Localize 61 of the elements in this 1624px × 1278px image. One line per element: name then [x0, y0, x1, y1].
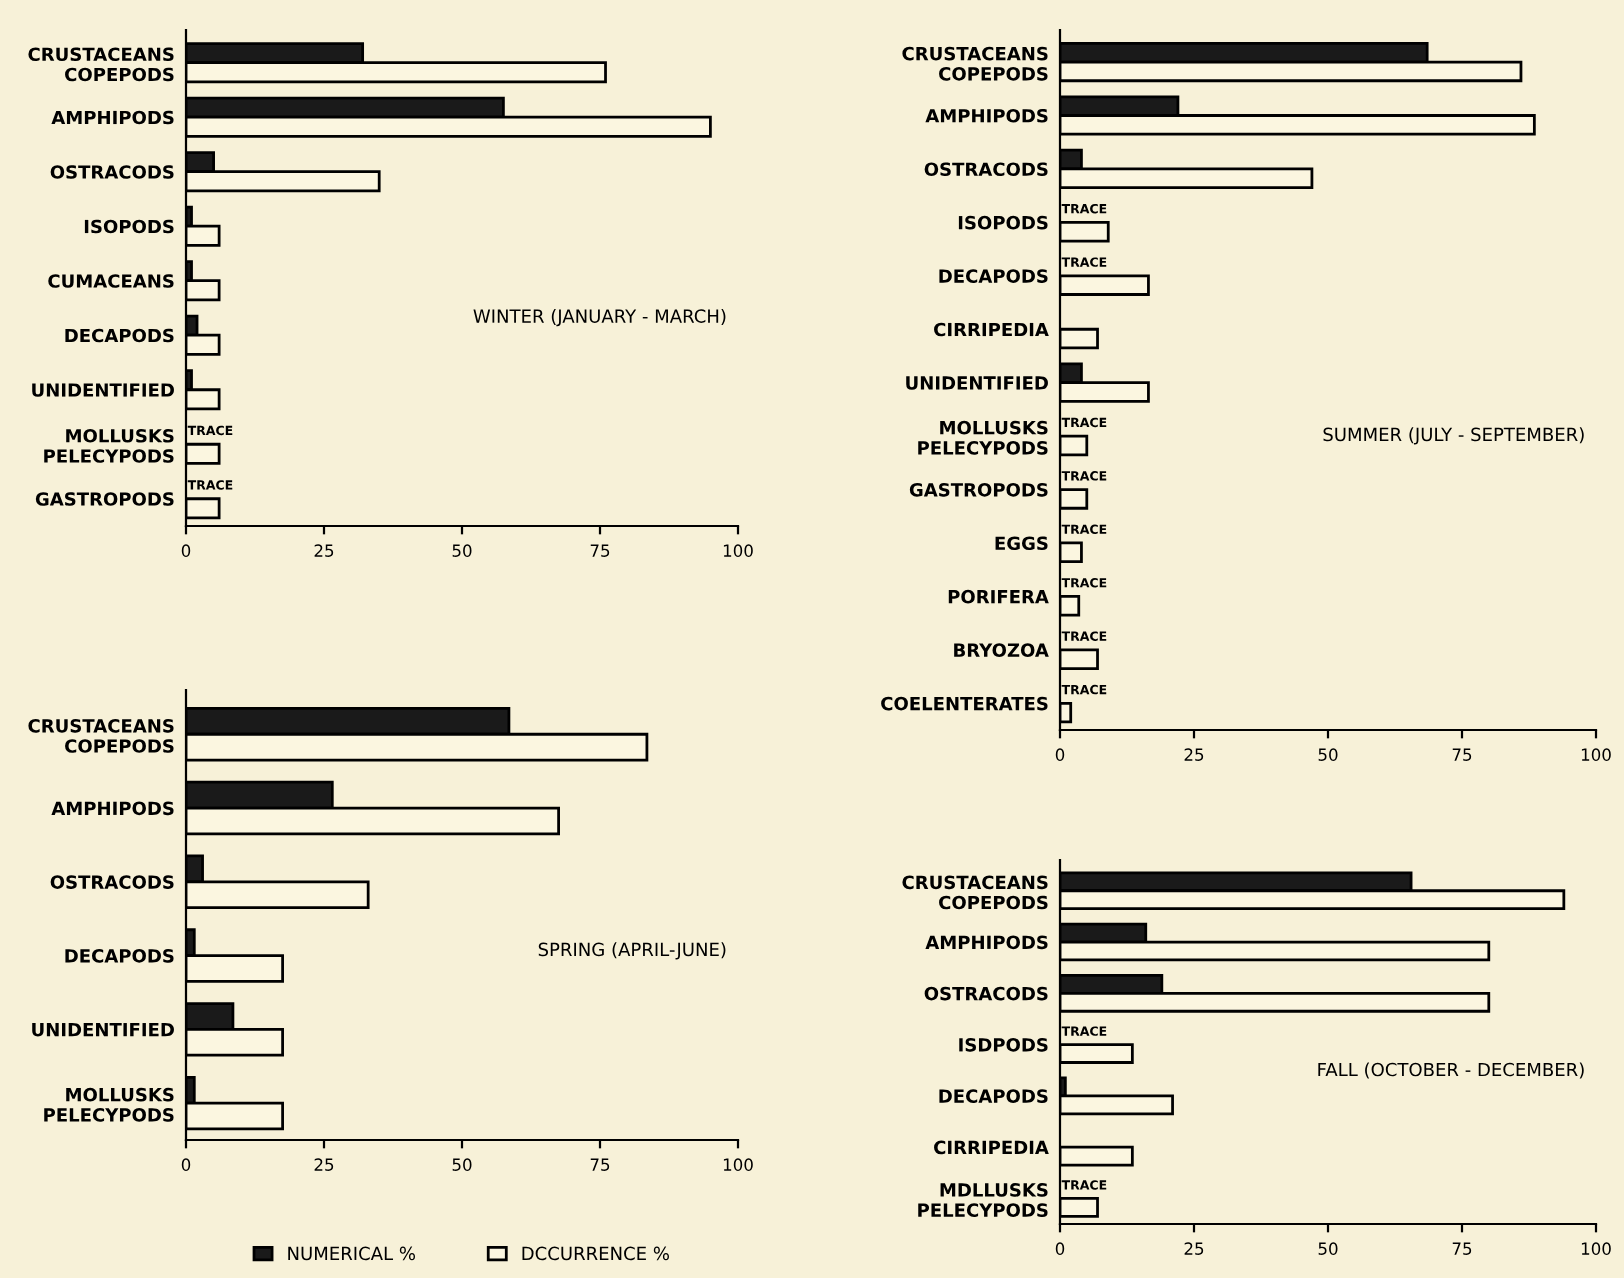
y-tick-label: CIRRIPEDIA	[934, 322, 1049, 337]
annotation: SPRING (APRIL-JUNE)	[538, 942, 726, 960]
x-tick-label: 50	[452, 1158, 472, 1171]
y-tick-label: ISDPODS	[959, 1038, 1048, 1052]
y-tick-label: GASTROPODS	[35, 492, 174, 506]
x-tick-label: 50	[1318, 748, 1338, 761]
y-tick-label: CUMACEANS	[48, 274, 174, 288]
y-tick-label: UNIDENTIFIED	[32, 1023, 174, 1037]
x-tick-label: 0	[181, 1158, 191, 1171]
y-tick-label: AMPHIPODS	[51, 110, 174, 125]
y-tick-label: AMPHIPODS	[51, 801, 174, 816]
legend-label: DCCURRENCE %	[522, 1246, 669, 1261]
x-tick-label: 0	[1055, 748, 1065, 761]
y-tick-label: GASTROPODS	[909, 483, 1048, 497]
x-tick-label: 0	[181, 544, 191, 557]
annotation: SUMMER (JULY - SEPTEMBER)	[1323, 427, 1584, 445]
y-tick-label: AMPHIPODS	[925, 108, 1048, 123]
x-tick-label: 100	[723, 1158, 753, 1171]
y-tick-label: CRUSTACEANS COPEPODS	[902, 46, 1048, 81]
x-tick-label: 25	[314, 544, 334, 557]
y-tick-label: CRUSTACEANS COPEPODS	[28, 718, 174, 753]
y-tick-label: OSTRACODS	[50, 165, 174, 179]
y-tick-label: UNIDENTIFIED	[906, 376, 1048, 390]
annotation: WINTER (JANUARY - MARCH)	[473, 308, 726, 327]
x-tick-label: 25	[314, 1158, 334, 1171]
legend-label: NUMERICAL %	[288, 1246, 416, 1261]
x-tick-label: 75	[1452, 748, 1472, 761]
y-tick-label: MOLLUSKS PELECYPODS	[44, 1087, 174, 1122]
y-tick-label: CRUSTACEANS COPEPODS	[902, 875, 1048, 910]
y-tick-label: AMPHIPODS	[925, 935, 1048, 950]
x-tick-label: 50	[452, 544, 472, 557]
x-tick-label: 75	[590, 1158, 610, 1171]
annotation: FALL (OCTOBER - DECEMBER)	[1318, 1062, 1584, 1079]
y-tick-label: CRUSTACEANS COPEPODS	[28, 47, 174, 82]
y-tick-label: ISOPODS	[958, 215, 1048, 230]
y-tick-label: CIRRIPEDIA	[934, 1140, 1049, 1155]
y-tick-label: OSTRACODS	[50, 875, 174, 889]
y-tick-label: DECAPODS	[939, 1089, 1048, 1103]
x-tick-label: 75	[1452, 1242, 1472, 1255]
y-tick-label: DECAPODS	[65, 328, 174, 343]
y-tick-label: ISOPODS	[84, 219, 174, 234]
x-tick-label: 25	[1184, 1242, 1204, 1255]
x-tick-label: 50	[1318, 1242, 1338, 1255]
y-tick-label: DECAPODS	[65, 949, 174, 963]
y-tick-label: MDLLUSKS PELECYPODS	[918, 1183, 1048, 1217]
y-tick-label: PORIFERA	[948, 589, 1049, 604]
y-tick-label: EGGS	[995, 536, 1048, 551]
y-tick-label: OSTRACODS	[924, 162, 1048, 177]
y-tick-label: UNIDENTIFIED	[32, 383, 174, 397]
y-tick-label: BRYOZOA	[954, 643, 1049, 657]
y-tick-label: COELENTERATES	[881, 696, 1048, 711]
y-tick-label: MOLLUSKS PELECYPODS	[44, 428, 174, 463]
x-tick-label: 25	[1184, 748, 1204, 761]
x-tick-label: 100	[1581, 1242, 1611, 1255]
x-tick-label: 0	[1055, 1242, 1065, 1255]
y-tick-label: DECAPODS	[939, 269, 1048, 283]
x-tick-label: 100	[1581, 748, 1611, 761]
x-tick-label: 75	[590, 544, 610, 557]
x-tick-label: 100	[723, 544, 753, 557]
y-tick-label: MOLLUSKS PELECYPODS	[918, 420, 1048, 455]
y-tick-label: OSTRACODS	[924, 986, 1048, 1001]
